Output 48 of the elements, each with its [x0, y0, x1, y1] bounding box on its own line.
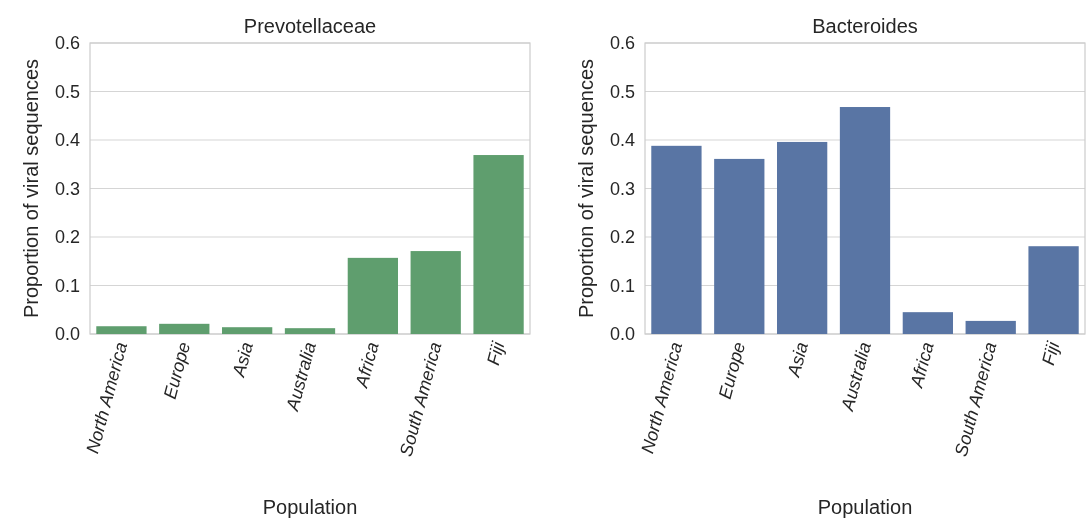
x-axis-title: Population [817, 496, 913, 518]
y-tick-label: 0.5 [54, 81, 80, 102]
y-tick-label: 0.2 [54, 227, 80, 248]
bar [96, 326, 147, 334]
x-tick-label: Africa [906, 339, 938, 391]
y-tick-label: 0.4 [609, 130, 635, 151]
bar [410, 251, 461, 334]
bar [714, 158, 765, 334]
bar [651, 145, 702, 334]
y-tick-label: 0.6 [609, 33, 635, 54]
x-tick-label: Fiji [1038, 338, 1064, 368]
y-tick-label: 0.1 [609, 275, 635, 296]
bar [839, 107, 891, 334]
x-tick-label: Asia [783, 339, 813, 380]
bar [777, 141, 828, 334]
y-tick-label: 0.5 [609, 81, 635, 102]
y-tick-label: 0.3 [54, 178, 80, 199]
x-tick-label: Europe [714, 339, 750, 402]
bar [473, 155, 524, 334]
bar [1028, 246, 1079, 334]
x-tick-label: Australia [282, 339, 320, 414]
bar [159, 323, 210, 334]
bar [902, 312, 953, 334]
y-tick-label: 0.6 [54, 33, 80, 54]
y-tick-label: 0.0 [54, 324, 80, 345]
x-tick-label: South America [950, 339, 1001, 459]
bar [965, 320, 1016, 334]
x-axis-title: Population [262, 496, 358, 518]
y-axis-title: Proportion of viral sequences [575, 58, 597, 319]
x-tick-label: Africa [351, 339, 383, 391]
chart-title: Prevotellaceae [243, 15, 377, 37]
y-tick-label: 0.4 [54, 130, 80, 151]
bar [347, 257, 398, 334]
x-tick-label: North America [82, 339, 132, 456]
chart-title: Bacteroides [812, 15, 918, 37]
bar [222, 327, 273, 334]
x-tick-label: Fiji [483, 338, 509, 368]
y-axis-title: Proportion of viral sequences [20, 58, 42, 319]
x-tick-label: Asia [228, 339, 258, 380]
x-tick-label: Australia [837, 339, 875, 414]
x-tick-label: North America [637, 339, 687, 456]
y-tick-label: 0.2 [609, 227, 635, 248]
x-tick-label: South America [395, 339, 446, 459]
bar [284, 328, 336, 334]
x-tick-label: Europe [159, 339, 195, 402]
y-tick-label: 0.0 [609, 324, 635, 345]
y-tick-label: 0.3 [609, 178, 635, 199]
y-tick-label: 0.1 [54, 275, 80, 296]
